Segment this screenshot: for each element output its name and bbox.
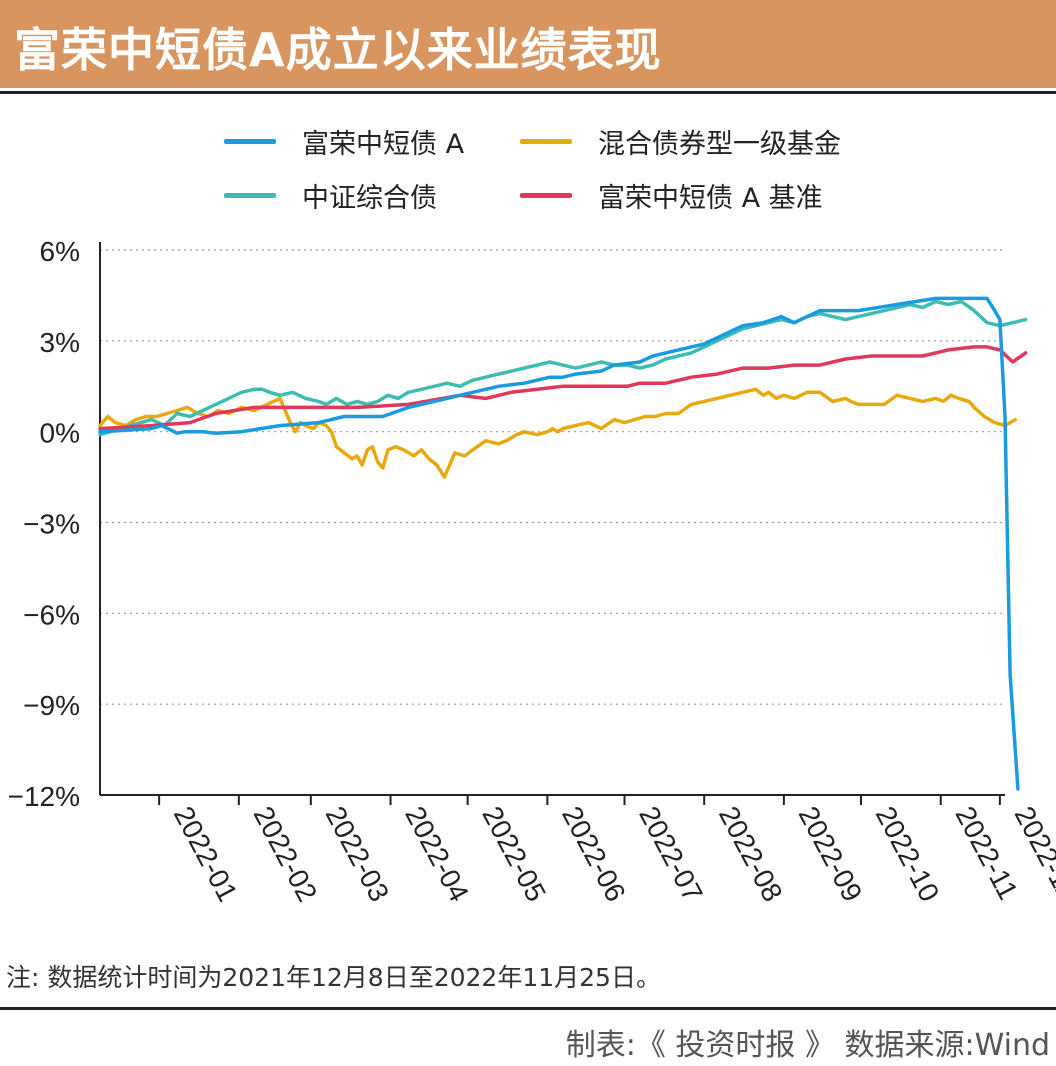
- x-tick-label: 2022-09: [793, 801, 869, 906]
- series-line-1: [98, 387, 1018, 479]
- x-tick-label: 2022-03: [320, 801, 396, 906]
- chart-title: 富荣中短债A成立以来业绩表现: [14, 23, 662, 77]
- legend-item-benchmark: 富荣中短债 A 基准: [520, 176, 823, 215]
- x-tick-label: 2022-06: [556, 801, 632, 906]
- series-line-3: [98, 345, 1028, 431]
- x-tick-label: 2022-07: [633, 801, 709, 906]
- line-chart: 6% 3% 0% −3% −6% −9% −12% 2022-01 2022-022022-03…: [8, 236, 1056, 907]
- legend-label: 中证综合债: [302, 183, 437, 214]
- y-tick-label: −9%: [23, 690, 80, 721]
- legend-item-hybrid-bond: 混合债券型一级基金: [520, 122, 841, 161]
- y-tick-label: 6%: [40, 236, 80, 267]
- top-divider: [0, 91, 1056, 94]
- series-line-2: [98, 299, 1028, 437]
- legend-swatch-benchmark: [520, 193, 572, 198]
- legend-swatch-csi-bond: [224, 193, 276, 198]
- source-credits: 制表:《 投资时报 》 数据来源:Wind: [565, 1028, 1050, 1063]
- footnote: 注: 数据统计时间为2021年12月8日至2022年11月25日。: [6, 963, 661, 992]
- y-tick-label: −6%: [23, 599, 80, 630]
- y-tick-label: −12%: [8, 781, 80, 812]
- legend-label: 富荣中短债 A 基准: [598, 183, 823, 214]
- bottom-divider: [0, 1007, 1056, 1010]
- x-tick-label: 2022-05: [476, 801, 552, 906]
- y-tick-label: 3%: [40, 327, 80, 358]
- x-tick-label: 2022-01: [168, 801, 244, 906]
- x-tick-label: 2022-04: [399, 801, 475, 906]
- y-tick-label: −3%: [23, 509, 80, 540]
- x-tick-label: 2022-08: [713, 801, 789, 906]
- legend-label: 富荣中短债 A: [302, 129, 465, 160]
- legend-label: 混合债券型一级基金: [598, 129, 841, 160]
- y-tick-label: 0%: [40, 418, 80, 449]
- title-bar: 富荣中短债A成立以来业绩表现: [0, 0, 1056, 88]
- series-line-0: [98, 296, 1020, 791]
- legend-item-csi-bond: 中证综合债: [224, 176, 437, 215]
- x-tick-label: 2022-02: [248, 801, 324, 906]
- legend-item-furong-a: 富荣中短债 A: [224, 122, 464, 161]
- x-tick-label: 2022-10: [870, 801, 946, 906]
- legend-swatch-hybrid-bond: [520, 139, 572, 144]
- legend-swatch-furong-a: [224, 139, 276, 144]
